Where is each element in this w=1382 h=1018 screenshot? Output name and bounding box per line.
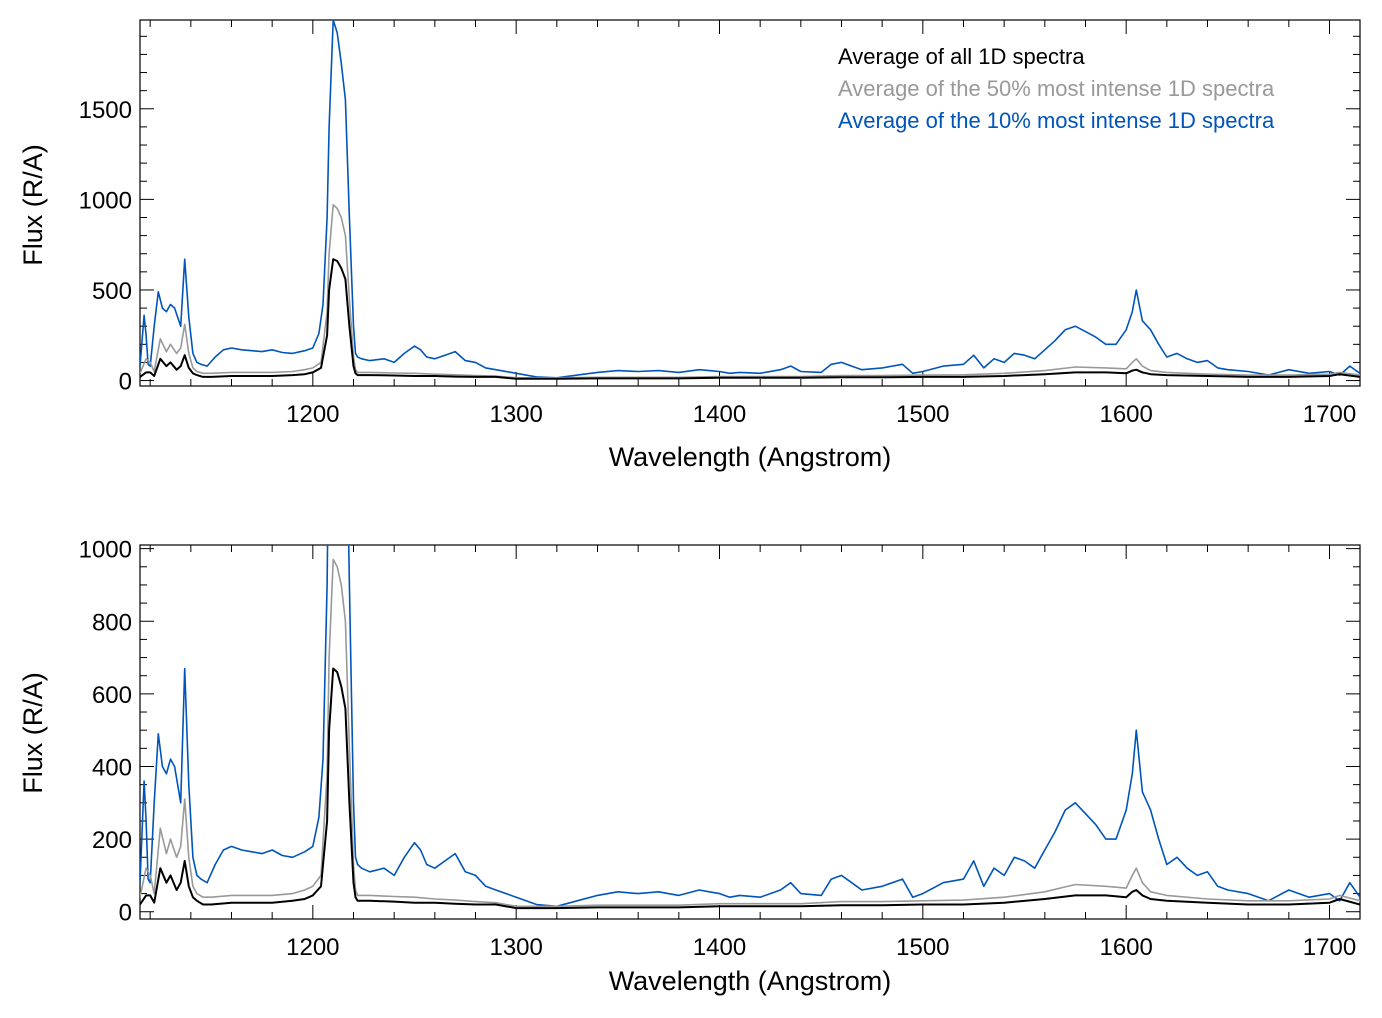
legend-item-10pct: Average of the 10% most intense 1D spect… bbox=[838, 108, 1275, 133]
top-series bbox=[140, 20, 1360, 380]
bottom-x-tick-label: 1600 bbox=[1099, 934, 1152, 961]
bottom-y-tick-label: 400 bbox=[92, 754, 132, 781]
legend-item-all: Average of all 1D spectra bbox=[838, 44, 1085, 69]
legend: Average of all 1D spectra Average of the… bbox=[838, 44, 1275, 133]
bottom-y-tick-label: 800 bbox=[92, 609, 132, 636]
top-y-tick-label: 1000 bbox=[79, 187, 132, 214]
top-ticks: 1200 1300 1400 1500 1600 1700 0 500 1000 1500 bbox=[79, 20, 1360, 428]
top-y-tick-label: 0 bbox=[119, 369, 132, 396]
top-x-tick-label: 1200 bbox=[286, 401, 339, 428]
bottom-y-tick-label: 600 bbox=[92, 682, 132, 709]
bottom-x-tick-label: 1400 bbox=[693, 934, 746, 961]
top-x-tick-label: 1600 bbox=[1099, 401, 1152, 428]
bottom-x-tick-label: 1700 bbox=[1303, 934, 1356, 961]
top-y-tick-label: 500 bbox=[92, 278, 132, 305]
bottom-plot-frame bbox=[139, 544, 1361, 920]
top-series-line-10pct bbox=[140, 20, 1360, 379]
bottom-series-line-all bbox=[140, 667, 1360, 910]
bottom-x-tick-label: 1200 bbox=[286, 934, 339, 961]
top-y-tick-label: 1500 bbox=[79, 97, 132, 124]
legend-item-50pct: Average of the 50% most intense 1D spect… bbox=[838, 76, 1275, 101]
bottom-ticks: 1200 1300 1400 1500 1600 1700 0 200 400 600 800 100… bbox=[79, 537, 1360, 961]
bottom-y-tick-label: 0 bbox=[119, 900, 132, 927]
top-x-axis-label: Wavelength (Angstrom) bbox=[609, 442, 892, 472]
top-x-tick-label: 1300 bbox=[489, 401, 542, 428]
top-y-axis-label: Flux (R/A) bbox=[18, 144, 48, 266]
bottom-y-tick-label: 1000 bbox=[79, 537, 132, 564]
top-x-tick-label: 1500 bbox=[896, 401, 949, 428]
top-series-line-all bbox=[140, 258, 1360, 380]
bottom-x-axis-label: Wavelength (Angstrom) bbox=[609, 966, 892, 996]
top-x-tick-label: 1400 bbox=[693, 401, 746, 428]
top-series-line-50pct bbox=[140, 204, 1360, 379]
bottom-series-line-50pct bbox=[140, 558, 1360, 908]
top-plot-frame bbox=[139, 19, 1361, 387]
bottom-series bbox=[140, 545, 1360, 910]
bottom-panel: 1200 1300 1400 1500 1600 1700 0 200 400 600 800 100… bbox=[18, 537, 1361, 996]
bottom-y-axis-label: Flux (R/A) bbox=[18, 672, 48, 794]
bottom-x-tick-label: 1500 bbox=[896, 934, 949, 961]
bottom-y-tick-label: 200 bbox=[92, 827, 132, 854]
bottom-series-line-10pct bbox=[140, 545, 1360, 908]
top-panel: 1200 1300 1400 1500 1600 1700 0 500 1000 1500 Wav… bbox=[18, 19, 1361, 472]
top-x-tick-label: 1700 bbox=[1303, 401, 1356, 428]
bottom-x-tick-label: 1300 bbox=[489, 934, 542, 961]
